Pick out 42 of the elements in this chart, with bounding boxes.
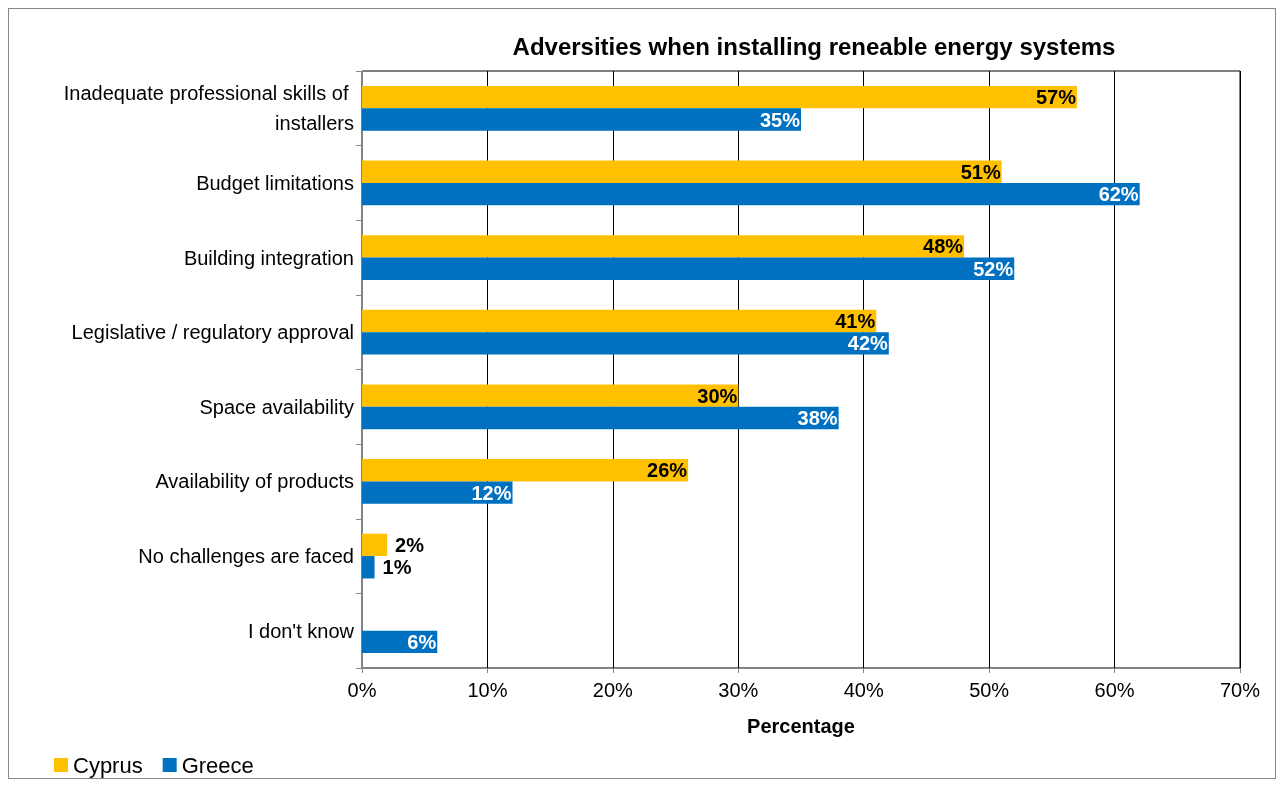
bar xyxy=(362,406,839,430)
data-label: 1% xyxy=(382,556,412,579)
data-label: 42% xyxy=(847,332,889,355)
data-label: 62% xyxy=(1098,183,1139,206)
legend-label: Greece xyxy=(181,752,254,778)
x-tick-label: 60% xyxy=(1094,679,1135,701)
data-label: 38% xyxy=(797,407,838,430)
x-tick-label: 30% xyxy=(718,679,759,701)
x-tick-label: 20% xyxy=(592,679,634,701)
data-label: 52% xyxy=(973,257,1014,280)
data-label: 30% xyxy=(697,384,738,407)
x-tick-label: 40% xyxy=(843,679,884,701)
x-tick-label: 50% xyxy=(969,679,1010,701)
bar xyxy=(362,257,1015,280)
x-tick-label: 10% xyxy=(467,679,508,701)
legend-label: Cyprus xyxy=(73,752,143,778)
data-label: 26% xyxy=(647,459,688,482)
bar xyxy=(362,108,801,131)
chart-title: Adversities when installing reneable energy systems xyxy=(512,32,1116,60)
data-label: 6% xyxy=(407,630,437,653)
y-tick-label: I don't know xyxy=(247,619,355,642)
y-tick-label: No challenges are faced xyxy=(138,545,354,568)
bar xyxy=(362,182,1140,206)
y-tick-label: Inadequate professional skills of installers xyxy=(63,82,354,135)
x-axis-title: Percentage xyxy=(747,715,855,737)
data-label: 51% xyxy=(960,160,1001,183)
data-label: 41% xyxy=(835,309,876,332)
y-tick-label: Legislative / regulatory approval xyxy=(71,321,354,344)
data-label: 48% xyxy=(923,235,964,258)
bar xyxy=(362,332,889,355)
y-tick-label: Space availability xyxy=(199,395,354,418)
bar xyxy=(362,556,375,579)
x-tick-label: 0% xyxy=(347,679,377,701)
data-label: 57% xyxy=(1035,86,1077,109)
data-label: 2% xyxy=(395,533,425,556)
y-tick-label: Building integration xyxy=(183,246,354,269)
data-label: 12% xyxy=(471,481,512,504)
data-label: 35% xyxy=(759,108,801,131)
bar xyxy=(362,481,513,504)
x-tick-label: 70% xyxy=(1219,679,1261,701)
y-tick-label: Availability of products xyxy=(155,470,354,493)
y-tick-label: Budget limitations xyxy=(196,171,354,194)
